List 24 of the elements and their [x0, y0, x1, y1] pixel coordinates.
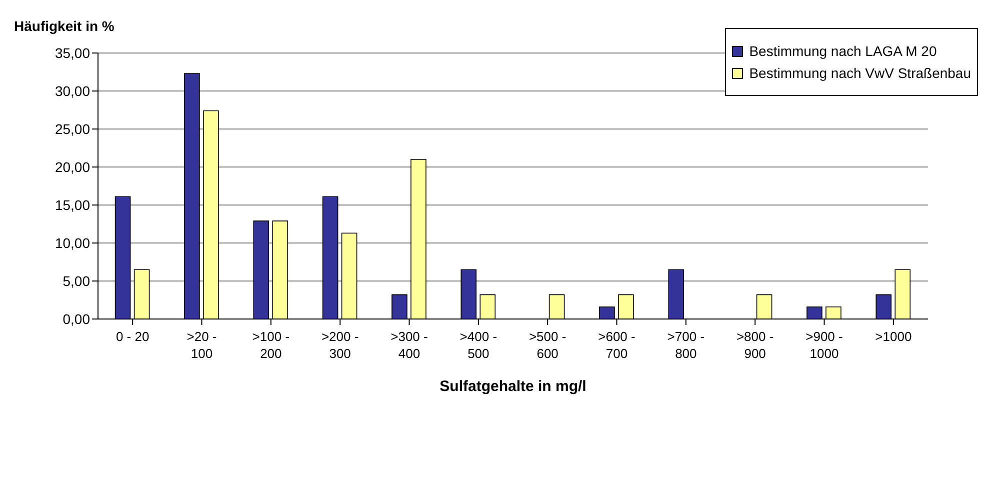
x-tick-label: >500 - 600	[528, 329, 566, 361]
x-tick-label: >100 - 200	[252, 329, 290, 361]
y-tick-label: 10,00	[54, 234, 90, 251]
x-tick-label: >300 - 400	[390, 329, 428, 361]
legend-label: Bestimmung nach VwV Straßenbau	[749, 65, 971, 81]
x-tick-label: >900 - 1000	[806, 329, 843, 361]
y-tick-label: 20,00	[54, 158, 90, 175]
y-tick-label: 25,00	[54, 120, 90, 137]
x-tick-label: >800 - 900	[736, 329, 774, 361]
x-tick-label: >400 - 500	[460, 329, 498, 361]
x-tick-label: >700 - 800	[667, 329, 705, 361]
x-axis-title: Sulfatgehalte in mg/l	[440, 378, 586, 395]
y-tick-label: 30,00	[54, 82, 90, 99]
y-tick-label: 0,00	[62, 310, 90, 327]
x-tick-label: 0 - 20	[116, 329, 150, 344]
y-tick-label: 5,00	[62, 272, 90, 289]
y-tick-label: 35,00	[54, 44, 90, 61]
x-tick-label: >600 - 700	[598, 329, 636, 361]
x-tick-label: >1000	[875, 329, 912, 344]
legend-label: Bestimmung nach LAGA M 20	[749, 43, 937, 59]
x-tick-label: >20 - 100	[186, 329, 217, 361]
y-axis-title: Häufigkeit in %	[14, 18, 114, 34]
y-tick-label: 15,00	[54, 196, 90, 213]
x-tick-label: >200 - 300	[321, 329, 359, 361]
